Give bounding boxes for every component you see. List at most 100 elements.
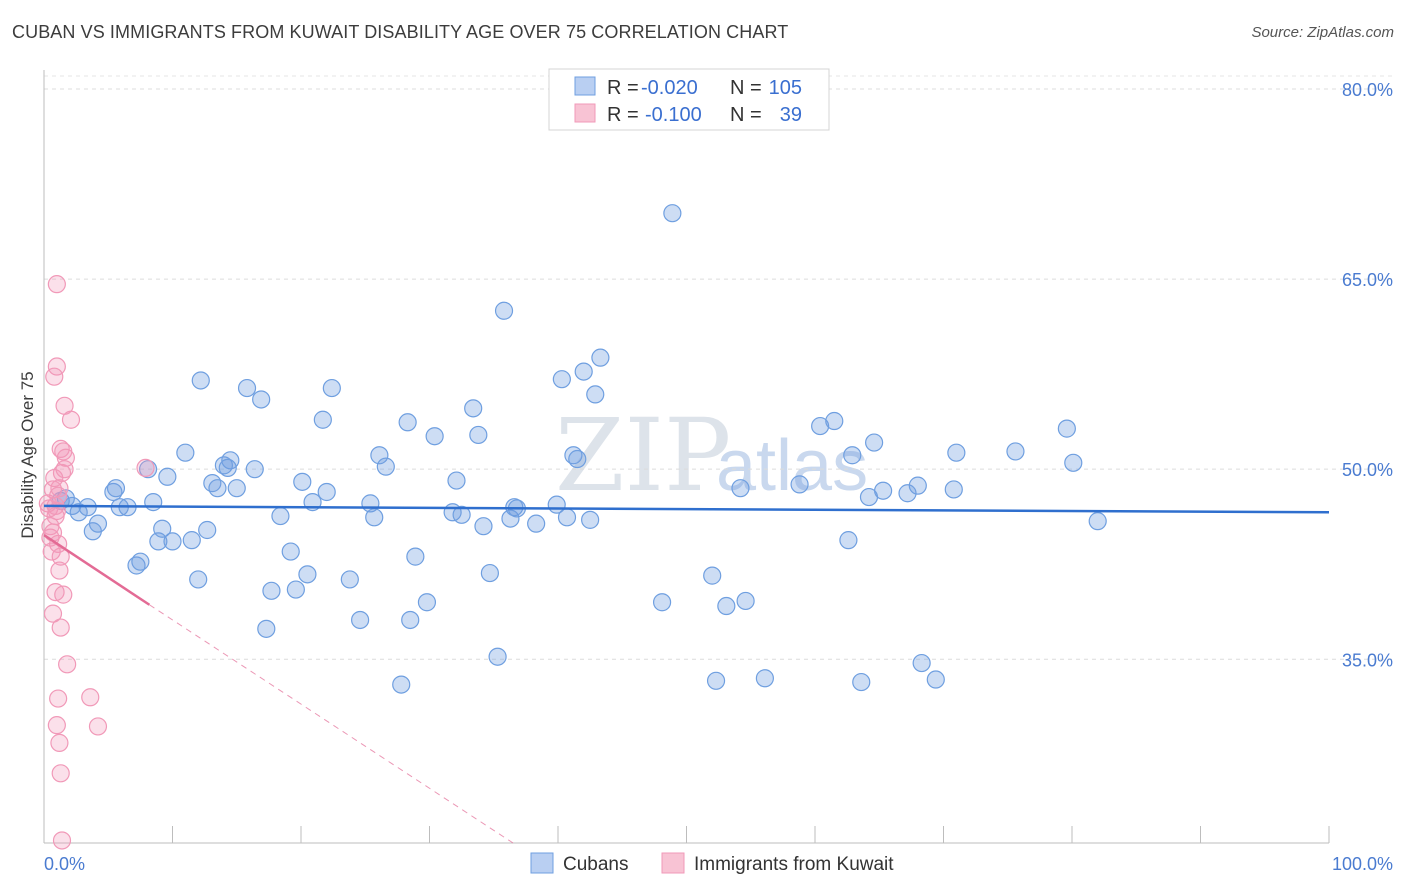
cubans-point-48 bbox=[376, 457, 395, 476]
cubans-point-49 bbox=[392, 675, 411, 694]
legend-r-label-1: R = bbox=[607, 77, 639, 99]
watermark-atlas: atlas bbox=[716, 426, 868, 506]
cubans-point-91 bbox=[865, 433, 884, 452]
kuwait-point-28 bbox=[43, 604, 63, 623]
kuwait-point-31 bbox=[49, 689, 68, 708]
cubans-point-20 bbox=[182, 531, 201, 550]
kuwait-point-27 bbox=[54, 585, 73, 604]
cubans-point-96 bbox=[944, 480, 963, 499]
kuwait-point-34 bbox=[88, 717, 108, 736]
cubans-point-99 bbox=[1057, 419, 1076, 438]
cubans-point-8 bbox=[106, 479, 126, 498]
cubans-point-53 bbox=[417, 593, 437, 612]
y-tick-label-1: 50.0% bbox=[1342, 460, 1393, 480]
cubans-point-29 bbox=[237, 378, 257, 398]
cubans-point-40 bbox=[313, 410, 332, 429]
cubans-point-52 bbox=[406, 547, 425, 566]
cubans-point-30 bbox=[245, 460, 264, 479]
bottom-legend-swatch-cubans bbox=[530, 852, 554, 874]
cubans-point-21 bbox=[189, 570, 208, 589]
legend-r-label-2: R = bbox=[607, 104, 639, 126]
cubans-point-76 bbox=[652, 593, 672, 612]
kuwait-point-22 bbox=[46, 506, 65, 526]
cubans-point-81 bbox=[731, 479, 750, 498]
cubans-point-33 bbox=[262, 581, 281, 600]
tick-marks bbox=[172, 826, 1330, 843]
cubans-point-63 bbox=[494, 301, 514, 320]
cubans-point-79 bbox=[706, 671, 726, 690]
legend-n-label-2: N = bbox=[730, 104, 762, 126]
y-tick-label-3: 80.0% bbox=[1342, 80, 1393, 100]
kuwait-point-12 bbox=[45, 367, 64, 386]
cubans-point-44 bbox=[351, 610, 370, 630]
cubans-point-75 bbox=[591, 348, 610, 367]
kuwait-point-30 bbox=[58, 655, 77, 674]
bottom-legend-kuwait: Immigrants from Kuwait bbox=[694, 854, 894, 875]
cubans-point-18 bbox=[163, 532, 182, 551]
cubans-point-28 bbox=[227, 479, 246, 498]
cubans-point-37 bbox=[293, 472, 312, 491]
legend-r-value-1: -0.020 bbox=[641, 77, 698, 99]
y-axis-label: Disability Age Over 75 bbox=[18, 371, 37, 538]
cubans-point-69 bbox=[557, 508, 577, 527]
bottom-legend: Cubans Immigrants from Kuwait bbox=[530, 852, 894, 875]
kuwait-point-33 bbox=[47, 716, 66, 735]
kuwait-point-10 bbox=[47, 275, 66, 294]
cubans-point-60 bbox=[474, 517, 493, 536]
cubans-point-6 bbox=[88, 514, 108, 533]
cubans-point-78 bbox=[703, 566, 722, 585]
cubans-point-19 bbox=[176, 443, 195, 462]
cubans-point-64 bbox=[501, 509, 520, 528]
legend-swatch-kuwait bbox=[574, 103, 596, 123]
cubans-point-101 bbox=[1088, 512, 1107, 531]
cubans-point-23 bbox=[198, 520, 217, 540]
cubans-point-34 bbox=[271, 506, 290, 526]
cubans-point-31 bbox=[252, 390, 271, 409]
x-tick-label-max: 100.0% bbox=[1332, 854, 1393, 874]
kuwait-point-32 bbox=[81, 688, 100, 707]
y-tick-label-0: 35.0% bbox=[1342, 650, 1393, 670]
cubans-point-14 bbox=[144, 493, 163, 512]
cubans-point-3 bbox=[69, 503, 88, 522]
cubans-point-73 bbox=[581, 510, 600, 529]
kuwait-point-25 bbox=[50, 561, 69, 580]
legend-n-value-1: 105 bbox=[769, 77, 802, 99]
legend-swatch-cubans bbox=[574, 76, 596, 96]
cubans-point-61 bbox=[480, 563, 499, 583]
y-tick-labels: 35.0% 50.0% 65.0% 80.0% bbox=[1342, 80, 1393, 670]
cubans-point-22 bbox=[191, 371, 210, 390]
kuwait-point-35 bbox=[50, 733, 69, 752]
cubans-point-50 bbox=[398, 413, 417, 432]
cubans-point-92 bbox=[898, 484, 917, 503]
cubans-point-98 bbox=[1006, 442, 1025, 461]
kuwait-point-29 bbox=[51, 618, 70, 637]
legend: R = -0.020 N = 105 R = -0.100 N = 39 bbox=[548, 68, 830, 131]
cubans-point-54 bbox=[425, 427, 444, 446]
legend-n-value-2: 39 bbox=[780, 104, 802, 126]
cubans-point-77 bbox=[663, 204, 682, 223]
bottom-legend-cubans: Cubans bbox=[563, 854, 629, 875]
bottom-legend-swatch-kuwait bbox=[661, 852, 685, 874]
cubans-point-17 bbox=[158, 467, 177, 486]
cubans-point-82 bbox=[736, 591, 755, 611]
chart-source: Source: ZipAtlas.com bbox=[1251, 24, 1394, 41]
chart-title: CUBAN VS IMMIGRANTS FROM KUWAIT DISABILI… bbox=[12, 22, 789, 42]
cubans-point-16 bbox=[153, 519, 172, 538]
cubans-point-56 bbox=[447, 471, 466, 490]
cubans-point-88 bbox=[843, 446, 862, 465]
cubans-point-42 bbox=[322, 378, 341, 398]
cubans-point-46 bbox=[365, 508, 384, 527]
cubans-point-97 bbox=[947, 443, 966, 462]
cubans-point-68 bbox=[552, 370, 571, 389]
cubans-point-74 bbox=[586, 385, 605, 404]
trend-lines bbox=[43, 504, 1330, 844]
cubans-point-32 bbox=[257, 619, 276, 638]
cubans-point-72 bbox=[574, 362, 593, 381]
kuwait-point-24 bbox=[51, 547, 70, 566]
trend-line-cubans bbox=[43, 504, 1330, 514]
legend-r-value-2: -0.100 bbox=[645, 104, 702, 126]
kuwait-point-4 bbox=[42, 542, 61, 561]
series-cubans bbox=[51, 204, 1107, 694]
cubans-point-58 bbox=[464, 399, 483, 418]
cubans-point-84 bbox=[790, 475, 809, 494]
